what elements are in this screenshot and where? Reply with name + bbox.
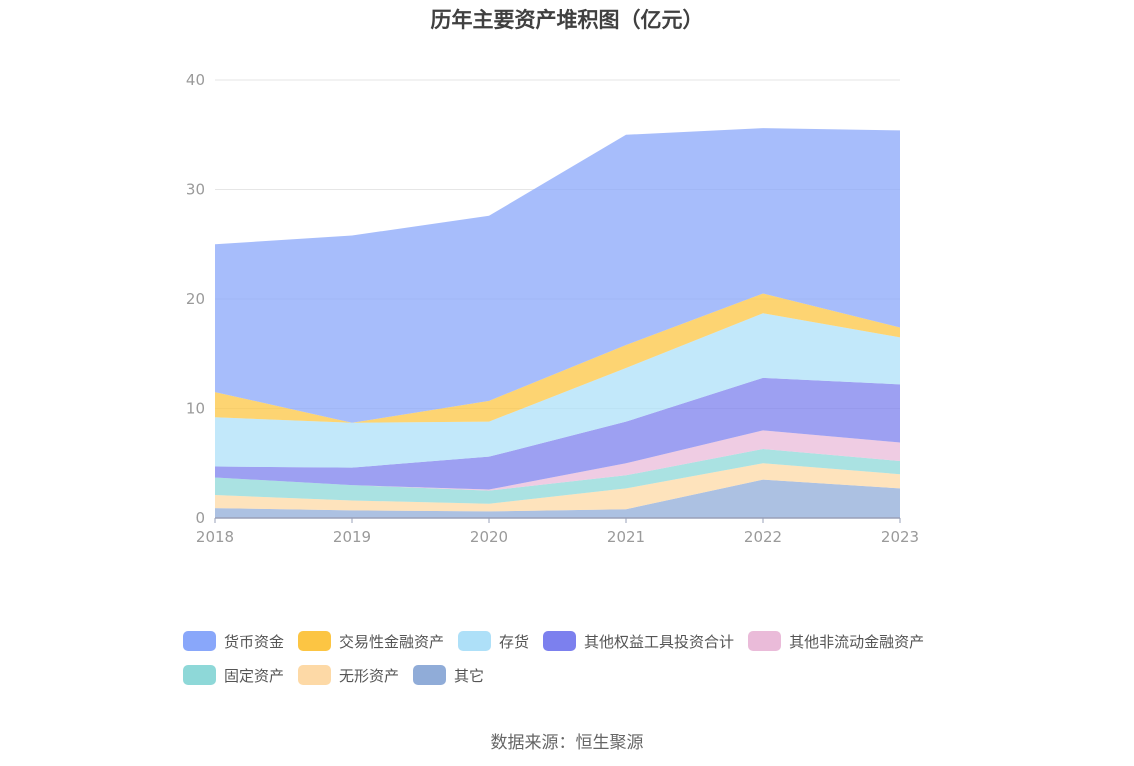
legend-label: 其他权益工具投资合计: [584, 632, 735, 651]
legend-swatch: [183, 665, 216, 685]
y-tick-label: 10: [186, 400, 205, 418]
legend-item[interactable]: 其它: [413, 664, 484, 686]
y-tick-label: 30: [186, 181, 205, 199]
legend-item[interactable]: 其他权益工具投资合计: [543, 630, 734, 652]
legend-swatch: [748, 631, 782, 651]
legend-swatch: [183, 631, 216, 651]
legend-label: 无形资产: [339, 666, 400, 685]
legend-item[interactable]: 无形资产: [298, 664, 399, 686]
legend-item[interactable]: 其他非流动金融资产: [748, 630, 924, 652]
legend-row-2: 固定资产 无形资产 其它: [183, 664, 983, 698]
legend-item[interactable]: 固定资产: [183, 664, 284, 686]
legend-item[interactable]: 存货: [458, 630, 529, 652]
legend-swatch: [298, 665, 332, 685]
x-tick-label: 2023: [881, 528, 919, 546]
legend-swatch: [298, 631, 332, 651]
legend-label: 货币资金: [224, 632, 285, 651]
x-tick-label: 2020: [470, 528, 508, 546]
area-固定资产: [215, 449, 900, 504]
y-tick-label: 40: [186, 71, 205, 89]
area-货币资金: [215, 128, 900, 423]
x-tick-label: 2018: [196, 528, 234, 546]
legend-swatch: [413, 665, 447, 685]
legend-swatch: [458, 631, 492, 651]
chart-area: 0 10 20 30 40 2018 2019 2020 2021 2022 2023: [186, 71, 919, 546]
axes: 0 10 20 30 40 2018 2019 2020 2021 2022 2023: [186, 71, 919, 546]
x-tick-label: 2019: [333, 528, 371, 546]
area-其他权益工具投资合计: [215, 377, 900, 490]
area-交易性金融资产: [215, 293, 900, 423]
legend-label: 其他非流动金融资产: [789, 632, 925, 651]
legend-label: 存货: [499, 632, 530, 651]
legend-label: 固定资产: [224, 666, 285, 685]
legend-label: 交易性金融资产: [339, 632, 445, 651]
x-tick-label: 2021: [607, 528, 645, 546]
legend-label: 其它: [454, 666, 485, 685]
area-存货: [215, 313, 900, 468]
y-tick-label: 0: [195, 509, 205, 527]
x-tick-label: 2022: [744, 528, 782, 546]
area-其它: [215, 479, 900, 518]
legend-row-1: 货币资金 交易性金融资产 存货 其他权益工具投资合计 其他非流动金融资产: [183, 630, 983, 664]
legend-item[interactable]: 货币资金: [183, 630, 284, 652]
area-无形资产: [215, 463, 900, 512]
legend-item[interactable]: 交易性金融资产: [298, 630, 444, 652]
area-其他非流动金融资产: [215, 430, 900, 491]
chart-title: 历年主要资产堆积图（亿元）: [430, 8, 704, 32]
legend: 货币资金 交易性金融资产 存货 其他权益工具投资合计 其他非流动金融资产 固定资产 无形资…: [183, 630, 983, 698]
y-tick-label: 20: [186, 290, 205, 308]
legend-swatch: [543, 631, 577, 651]
area-series-group: [215, 128, 900, 518]
data-source: 数据来源：恒生聚源: [490, 733, 644, 753]
